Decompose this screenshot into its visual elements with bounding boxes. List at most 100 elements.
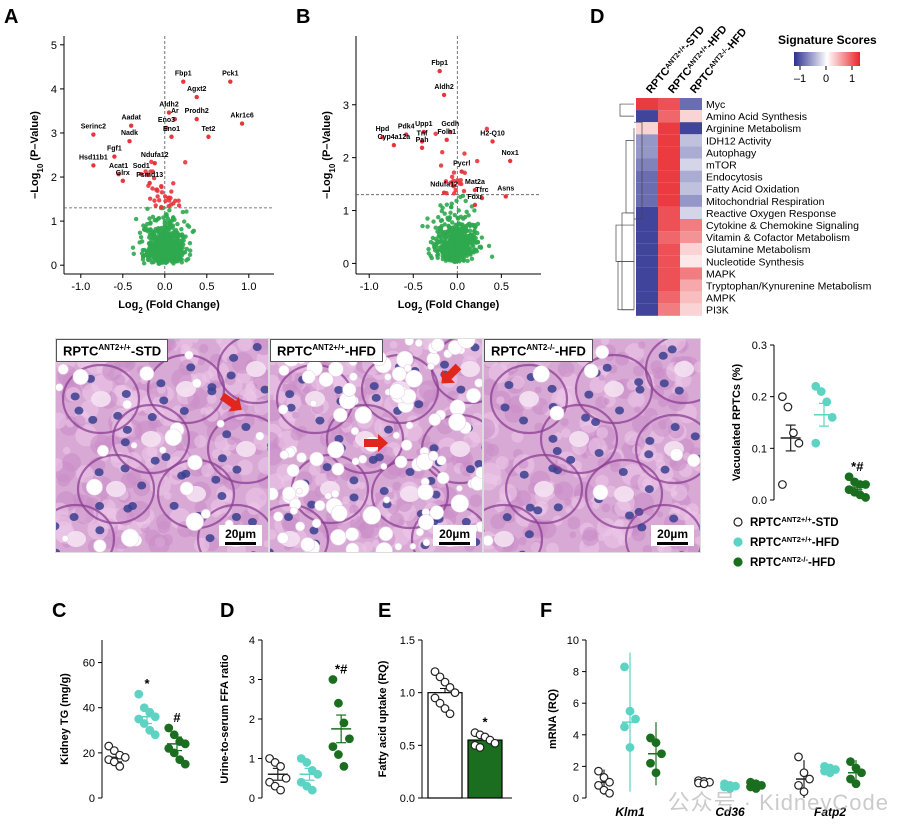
vacuole [300, 537, 316, 552]
cytoplasm-texture [511, 375, 525, 390]
y-tick-label: 0 [249, 793, 255, 805]
heatmap-cell [658, 110, 680, 123]
labeled-gene-point [116, 172, 121, 177]
data-point [605, 788, 614, 798]
data-point [857, 768, 866, 778]
nonsignificant-point [186, 256, 191, 262]
cytoplasm-texture [146, 445, 158, 458]
nucleus [674, 386, 684, 395]
tubule-lumen [604, 381, 624, 397]
cytoplasm-texture [614, 500, 631, 517]
nonsignificant-point [438, 203, 443, 208]
y-tick-label: 5 [51, 40, 57, 52]
labeled-gene-point [448, 129, 453, 135]
gene-label: Fgf1 [107, 146, 122, 153]
nonsignificant-point [171, 241, 176, 246]
x-axis-title: Log2 (Fold Change) [118, 299, 220, 315]
nonsignificant-point [145, 206, 150, 212]
significant-point [150, 186, 155, 191]
data-point [334, 750, 343, 759]
nucleus [553, 503, 563, 512]
nonsignificant-point [444, 202, 450, 207]
cytoplasm-texture [120, 472, 137, 489]
nonsignificant-point [456, 221, 462, 226]
nucleus [581, 413, 591, 422]
cytoplasm-texture [546, 542, 560, 552]
nucleus [669, 514, 679, 523]
gene-label: Aldh2 [159, 102, 179, 109]
nonsignificant-point [464, 242, 469, 248]
data-point [846, 757, 855, 767]
cytoplasm-texture [490, 514, 506, 530]
cytoplasm-texture [633, 406, 641, 413]
nonsignificant-point [445, 217, 451, 222]
nonsignificant-point [475, 221, 481, 227]
panel-label-a: A [4, 6, 19, 28]
heatmap-row-label: Amino Acid Synthesis [706, 111, 807, 123]
data-point [134, 689, 144, 699]
heatmap-cell [636, 267, 658, 280]
nonsignificant-point [431, 219, 436, 224]
nonsignificant-point [486, 243, 492, 249]
nonsignificant-point [447, 238, 452, 244]
nonsignificant-point [446, 223, 451, 228]
nucleus [69, 513, 79, 522]
nucleus [659, 379, 669, 388]
heatmap-cell [658, 122, 680, 135]
vacuole [383, 496, 391, 504]
nucleus [474, 460, 482, 469]
nonsignificant-point [437, 228, 442, 234]
vacuole [295, 521, 306, 532]
labeled-gene-point [206, 134, 211, 139]
data-point [435, 698, 445, 708]
data-point [150, 712, 160, 722]
nucleus [637, 523, 647, 532]
nucleus [658, 351, 668, 360]
gene-label: H2-Q10 [480, 130, 505, 137]
labeled-gene-point [164, 125, 169, 131]
data-point [605, 777, 614, 787]
cytoplasm-texture [534, 386, 542, 394]
mrna-plot: 0 2 4 6 8 10 mRNA (RQ) Klm1 Cd36 Fatp2 [547, 635, 866, 819]
vacuole [330, 504, 348, 522]
cytoplasm-texture [309, 463, 321, 476]
cytoplasm-texture [554, 396, 563, 404]
gene-label: Ndufa12 [430, 182, 458, 189]
cytoplasm-texture [656, 511, 664, 518]
heatmap-cell [636, 219, 658, 232]
tubule-lumen [91, 391, 111, 407]
heatmap-cell [658, 194, 680, 207]
data-point [794, 438, 804, 448]
heatmap-cell [658, 279, 680, 292]
significant-point [173, 198, 178, 204]
urine-serum-ffa-plot: 0 1 2 3 4 Urine-to-serum FFA ratio *# [219, 635, 354, 805]
cytoplasm-texture [565, 506, 572, 514]
vacuole [465, 387, 482, 404]
nonsignificant-point [446, 253, 452, 258]
cytoplasm-texture [494, 501, 506, 513]
significant-point [150, 169, 155, 174]
vacuole [400, 439, 413, 451]
vacuole [422, 538, 431, 547]
nucleus [644, 485, 654, 494]
heatmap-cell [658, 255, 680, 268]
nucleus [566, 455, 576, 464]
labeled-gene-point [139, 172, 144, 177]
data-point [811, 438, 821, 448]
heatmap-cell [636, 291, 658, 304]
data-point [145, 707, 155, 717]
heatmap-cell [658, 303, 680, 316]
cytoplasm-texture [392, 481, 402, 491]
tubule-membrane [56, 503, 116, 552]
gene-label: Cyp4a12a [378, 134, 411, 141]
red-arrow [219, 392, 242, 412]
significant-point [440, 149, 445, 155]
nucleus [186, 363, 196, 372]
labeled-gene-point [437, 68, 442, 74]
nonsignificant-point [147, 216, 152, 221]
nonsignificant-point [467, 223, 473, 229]
nucleus [500, 403, 510, 412]
vacuole [289, 506, 298, 515]
vacuole [687, 453, 700, 468]
cytoplasm-texture [227, 435, 237, 445]
